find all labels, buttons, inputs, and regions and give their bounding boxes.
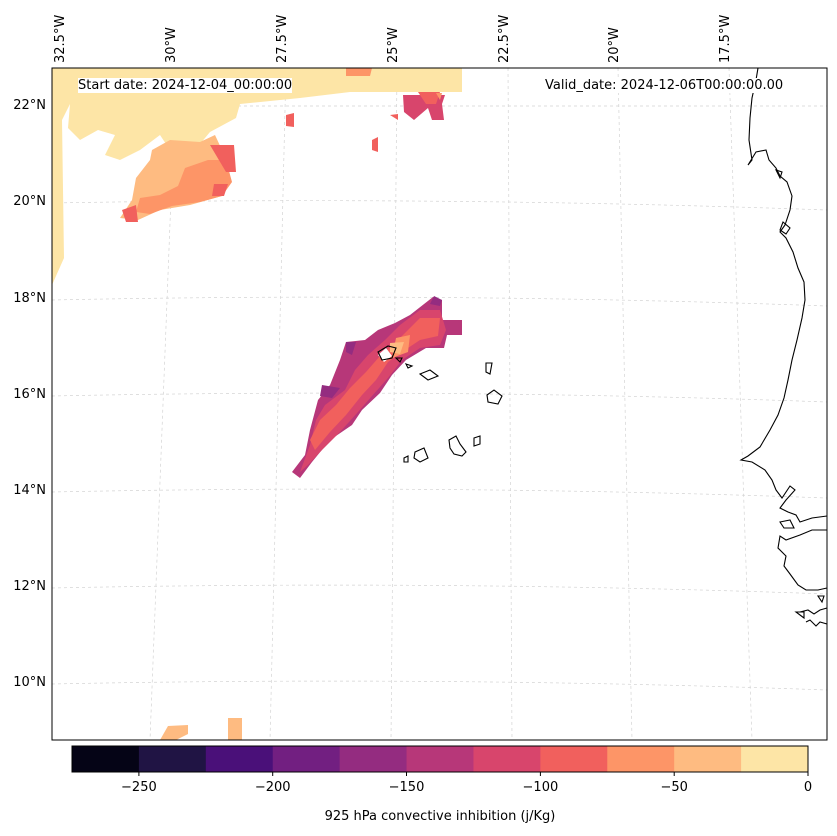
- colorbar-tick-label: −200: [254, 780, 291, 795]
- latitude-label: 14°N: [13, 483, 46, 498]
- colorbar-segment: [473, 746, 541, 772]
- colorbar-segment: [540, 746, 608, 772]
- colorbar-tick-label: −50: [660, 780, 688, 795]
- colorbar-tick-label: −100: [522, 780, 559, 795]
- colorbar: [72, 746, 809, 772]
- cin-field-northwest: [150, 103, 180, 125]
- latitude-label: 18°N: [13, 291, 46, 306]
- longitude-label: 17.5°W: [718, 14, 733, 63]
- latitude-label: 12°N: [13, 579, 46, 594]
- map-frame: [51, 67, 828, 741]
- colorbar-segment: [674, 746, 742, 772]
- longitude-label: 27.5°W: [275, 14, 290, 63]
- cin-field-north: [286, 92, 440, 152]
- colorbar-tick-label: −250: [121, 780, 157, 795]
- longitude-label: 20°W: [607, 27, 622, 63]
- cin-field-central-plume: [310, 318, 440, 450]
- cin-field-north: [346, 68, 442, 100]
- cin-contours: [52, 68, 462, 740]
- longitude-label: 30°W: [164, 27, 179, 63]
- cin-field-central-plume: [300, 310, 446, 472]
- valid-date-label: Valid_date: 2024-12-06T00:00:00.00: [545, 78, 784, 93]
- graticule: [51, 67, 828, 741]
- colorbar-tick-label: −150: [388, 780, 425, 795]
- cin-field-central-plume: [390, 342, 404, 354]
- colorbar-title: 925 hPa convective inhibition (j/Kg): [324, 809, 556, 824]
- colorbar-tick-label: 0: [803, 780, 813, 795]
- longitude-label: 25°W: [386, 27, 401, 63]
- latitude-label: 22°N: [13, 98, 46, 113]
- cin-field-northwest: [136, 160, 232, 214]
- longitude-label: 22.5°W: [497, 14, 512, 63]
- start-date-label: Start date: 2024-12-04_00:00:00: [78, 78, 293, 93]
- colorbar-segment: [607, 746, 675, 772]
- colorbar-segment: [741, 746, 809, 772]
- colorbar-segment: [72, 746, 140, 772]
- cin-field-northwest: [52, 68, 462, 285]
- colorbar-segment: [205, 746, 274, 772]
- colorbar-segment: [406, 746, 474, 772]
- longitude-label: 32.5°W: [53, 14, 68, 63]
- cin-field-south: [160, 718, 242, 740]
- colorbar-frame: [71, 745, 809, 773]
- colorbar-segment: [272, 746, 341, 772]
- cin-field-central-plume: [320, 296, 442, 398]
- colorbar-segment: [339, 746, 408, 772]
- cape-verde-santo-antao: [377, 345, 397, 361]
- cin-field-northwest: [122, 145, 236, 222]
- latitude-label: 16°N: [13, 387, 46, 402]
- latitude-label: 10°N: [13, 675, 46, 690]
- latitude-label: 20°N: [13, 194, 46, 209]
- colorbar-ticks: [138, 772, 809, 776]
- colorbar-segment: [138, 746, 207, 772]
- coastlines: [377, 67, 828, 627]
